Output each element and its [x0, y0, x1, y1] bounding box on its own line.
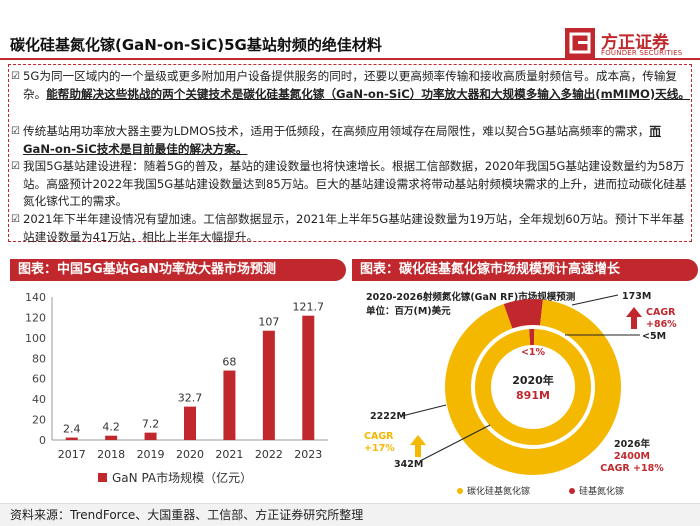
- summary-bullet: ☑ 我国5G基站建设进程：随着5G的普及，基站的建设数量也将快速增长。根据工信部…: [11, 159, 687, 209]
- checkbox-bullet-icon: ☑: [11, 214, 20, 225]
- left-chart-heading: 图表：中国5G基站GaN功率放大器市场预测: [10, 259, 346, 281]
- inner-sic-label: 342M: [394, 459, 423, 470]
- x-tick-label: 2022: [255, 448, 283, 461]
- y-tick-label: 60: [32, 373, 46, 386]
- summary-bullet: ☑ 5G为同一区域内的一个量级或更多附加用户设备提供服务的同时，还要以更高频率传…: [11, 69, 690, 101]
- outer-ring-sic-slice: [445, 299, 621, 475]
- source-note: 资料来源：TrendForce、大国重器、工信部、方正证券研究所整理: [10, 508, 364, 522]
- legend-label: GaN PA市场规模（亿元）: [112, 470, 252, 485]
- x-tick-label: 2021: [215, 448, 243, 461]
- y-tick-label: 80: [32, 352, 46, 365]
- bar-value-label: 4.2: [102, 421, 120, 434]
- legend-label-sic: 碳化硅基氮化镓: [467, 485, 530, 497]
- y-tick-label: 20: [32, 414, 46, 427]
- outer-sic-label: 2222M: [370, 411, 406, 422]
- legend-swatch-sic: [457, 488, 463, 494]
- x-tick-label: 2018: [97, 448, 125, 461]
- cagr-sic-label: CAGR: [364, 431, 394, 442]
- bar-value-label: 107: [258, 316, 279, 329]
- legend-swatch: [98, 473, 107, 482]
- checkbox-bullet-icon: ☑: [11, 126, 20, 137]
- logo-text: 方正证券: [601, 33, 669, 53]
- outer-si-leader: [571, 294, 619, 306]
- outer-si-label: 173M: [622, 291, 651, 302]
- y-tick-label: 0: [39, 434, 46, 447]
- logo-mark-icon: [565, 28, 595, 58]
- footer-bar: [0, 503, 700, 526]
- x-tick-label: 2020: [176, 448, 204, 461]
- cagr-si-value: +86%: [646, 319, 677, 330]
- bar-value-label: 121.7: [293, 301, 325, 314]
- y-tick-label: 100: [25, 332, 46, 345]
- legend-label-si: 硅基氮化镓: [579, 485, 624, 497]
- header-divider: [0, 58, 700, 60]
- outer-total: 2400M: [614, 451, 650, 462]
- bar: [65, 437, 78, 440]
- bar-value-label: 7.2: [142, 418, 160, 431]
- bar-value-label: 32.7: [178, 392, 203, 405]
- summary-bullet: ☑ 2021年下半年建设情况有望加速。工信部数据显示，2021年上半年5G基站建…: [11, 212, 685, 244]
- inner-si-value: <5M: [642, 331, 666, 342]
- summary-bullet: ☑ 传统基站用功率放大器主要为LDMOS技术，适用于低频段，在高频应用领域存在局…: [11, 124, 661, 156]
- y-tick-label: 140: [25, 291, 46, 304]
- cagr-sic-value: +17%: [364, 443, 395, 454]
- bar: [223, 370, 236, 440]
- summary-box: ☑ 5G为同一区域内的一个量级或更多附加用户设备提供服务的同时，还要以更高频率传…: [8, 64, 692, 244]
- inner-sic-leader: [419, 424, 491, 462]
- inner-si-share: <1%: [521, 347, 546, 358]
- inner-ring-si-slice: [529, 329, 535, 346]
- bar: [144, 432, 157, 440]
- outer-ring-si-slice: [503, 299, 543, 329]
- cagr-si-label: CAGR: [646, 307, 676, 318]
- logo-subtext: FOUNDER SECURITIES: [601, 49, 683, 57]
- donut-unit: 单位：百万(M)美元: [366, 305, 451, 317]
- bar-value-label: 2.4: [63, 423, 81, 436]
- bar: [302, 315, 315, 440]
- outer-sic-leader: [401, 404, 447, 417]
- y-tick-label: 120: [25, 311, 46, 324]
- page-title: 碳化硅基氮化镓(GaN-on-SiC)5G基站射频的绝佳材料: [10, 36, 382, 54]
- outer-cagr: CAGR +18%: [600, 463, 664, 474]
- checkbox-bullet-icon: ☑: [11, 161, 20, 172]
- bar: [105, 435, 118, 440]
- bar: [184, 406, 196, 440]
- bar-chart: 0 20 40 60 80 100 120 140 2.4 2017 4.2 2018 7.2 2019 3…: [25, 291, 328, 485]
- x-tick-label: 2017: [58, 448, 86, 461]
- cagr-si-arrow-icon: [626, 307, 642, 329]
- inner-total: 891M: [516, 389, 550, 402]
- inner-year: 2020年: [512, 373, 554, 387]
- right-chart-heading: 图表：碳化硅基氮化镓市场规模预计高速增长: [352, 259, 698, 281]
- cagr-sic-arrow-icon: [410, 435, 426, 457]
- donut-chart: 2020-2026射频氮化镓(GaN RF)市场规模预测 单位：百万(M)美元 …: [364, 291, 677, 497]
- checkbox-bullet-icon: ☑: [11, 71, 20, 82]
- bar-value-label: 68: [222, 356, 236, 369]
- bar: [262, 330, 275, 440]
- x-tick-label: 2023: [294, 448, 322, 461]
- y-tick-label: 40: [32, 393, 46, 406]
- outer-year: 2026年: [614, 438, 650, 450]
- x-tick-label: 2019: [137, 448, 165, 461]
- company-logo: 方正证券 FOUNDER SECURITIES: [565, 28, 695, 62]
- legend-swatch-si: [569, 488, 575, 494]
